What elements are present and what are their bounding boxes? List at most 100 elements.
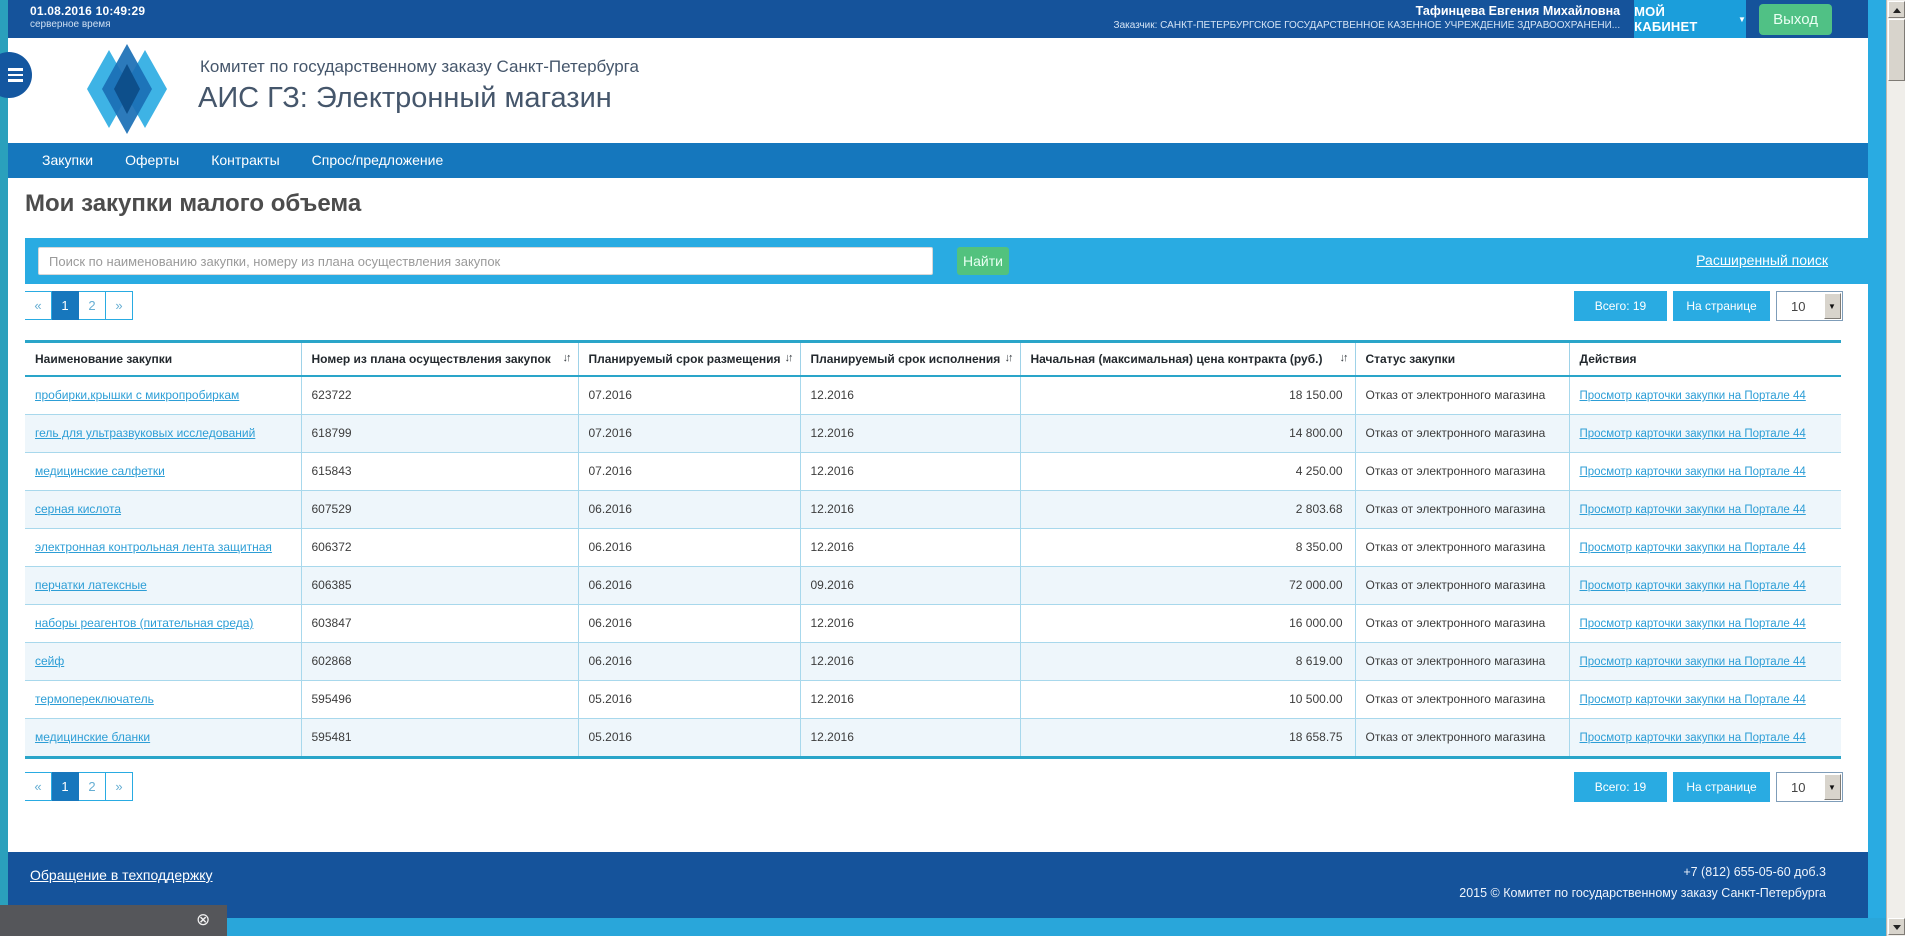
sort-icon[interactable]: ↓↑ <box>1004 352 1014 364</box>
column-header[interactable]: Планируемый срок исполнения ↓↑ <box>800 343 1021 377</box>
purchase-name-link[interactable]: электронная контрольная лента защитная <box>35 540 272 554</box>
page-bottom-accent <box>0 918 1886 936</box>
portal-card-link[interactable]: Просмотр карточки закупки на Портале 44 <box>1579 656 1806 668</box>
sort-icon[interactable]: ↓↑ <box>784 352 794 364</box>
per-page-select[interactable]: 10 ▼ <box>1776 772 1843 802</box>
plan-number-cell: 595496 <box>301 680 579 719</box>
support-link[interactable]: Обращение в техподдержку <box>30 867 213 883</box>
page-button[interactable]: 2 <box>79 291 106 320</box>
close-icon[interactable]: ⊗ <box>196 910 211 929</box>
purchase-name-link[interactable]: термопереключатель <box>35 692 154 706</box>
scrollbar-thumb[interactable] <box>1888 19 1905 81</box>
nav-item[interactable]: Контракты <box>211 152 280 168</box>
total-count-badge: Всего: 19 <box>1574 772 1667 802</box>
purchase-name-link[interactable]: гель для ультразвуковых исследований <box>35 426 256 440</box>
portal-card-link[interactable]: Просмотр карточки закупки на Портале 44 <box>1579 466 1806 478</box>
purchase-name-link[interactable]: серная кислота <box>35 502 122 516</box>
app-logo <box>86 44 168 139</box>
scroll-down-button[interactable] <box>1888 918 1905 935</box>
page-button[interactable]: 1 <box>52 291 79 320</box>
price-cell: 8 350.00 <box>1020 528 1356 567</box>
table-row: сейф 602868 06.2016 12.2016 8 619.00 Отк… <box>25 642 1841 681</box>
execution-date-cell: 09.2016 <box>800 566 1021 605</box>
per-page-value: 10 <box>1791 780 1806 795</box>
plan-number-cell: 602868 <box>301 642 579 681</box>
per-page-select[interactable]: 10 ▼ <box>1776 291 1843 321</box>
purchase-name-link[interactable]: наборы реагентов (питательная среда) <box>35 616 254 630</box>
pagination-top: «1 2» <box>25 291 133 320</box>
sort-icon[interactable]: ↓↑ <box>562 352 572 364</box>
server-time-label: серверное время <box>30 19 111 30</box>
price-cell: 18 150.00 <box>1020 376 1356 415</box>
portal-card-link[interactable]: Просмотр карточки закупки на Портале 44 <box>1579 618 1806 630</box>
nav-item[interactable]: Закупки <box>42 152 94 168</box>
dropdown-arrow-icon[interactable]: ▼ <box>1824 293 1841 319</box>
placement-date-cell: 07.2016 <box>578 414 801 453</box>
column-header[interactable]: Планируемый срок размещения ↓↑ <box>578 343 801 377</box>
status-cell: Отказ от электронного магазина <box>1355 376 1570 415</box>
logout-button[interactable]: Выход <box>1759 3 1832 35</box>
portal-card-link[interactable]: Просмотр карточки закупки на Портале 44 <box>1579 580 1806 592</box>
column-header[interactable]: Статус закупки ↓↑ <box>1355 343 1570 377</box>
advanced-search-link[interactable]: Расширенный поиск <box>1696 252 1828 268</box>
page-title: Мои закупки малого объема <box>25 190 362 217</box>
column-header[interactable]: Номер из плана осуществления закупок ↓↑ <box>301 343 579 377</box>
search-panel: Найти Расширенный поиск <box>25 238 1886 284</box>
vertical-scrollbar[interactable] <box>1886 0 1905 936</box>
placement-date-cell: 05.2016 <box>578 680 801 719</box>
find-button[interactable]: Найти <box>957 247 1009 275</box>
placement-date-cell: 07.2016 <box>578 452 801 491</box>
column-header[interactable]: Действия ↓↑ <box>1569 343 1841 377</box>
plan-number-cell: 606385 <box>301 566 579 605</box>
placement-date-cell: 06.2016 <box>578 604 801 643</box>
execution-date-cell: 12.2016 <box>800 528 1021 567</box>
purchase-name-link[interactable]: перчатки латексные <box>35 578 147 592</box>
browser-notification-bar: ⊗ <box>0 905 227 936</box>
scroll-up-button[interactable] <box>1888 1 1905 18</box>
table-header-row: Наименование закупки ↓↑ Номер из плана о… <box>25 343 1841 377</box>
purchases-table: Наименование закупки ↓↑ Номер из плана о… <box>25 340 1841 759</box>
sort-icon[interactable]: ↓↑ <box>1339 352 1349 364</box>
portal-card-link[interactable]: Просмотр карточки закупки на Портале 44 <box>1579 390 1806 403</box>
my-cabinet-label: МОЙ КАБИНЕТ <box>1634 4 1698 34</box>
nav-item[interactable]: Спрос/предложение <box>311 152 444 168</box>
purchase-name-link[interactable]: медицинские бланки <box>35 730 151 745</box>
portal-card-link[interactable]: Просмотр карточки закупки на Портале 44 <box>1579 694 1806 706</box>
column-header[interactable]: Наименование закупки ↓↑ <box>25 343 302 377</box>
purchase-name-link[interactable]: медицинские салфетки <box>35 464 165 478</box>
portal-card-link[interactable]: Просмотр карточки закупки на Портале 44 <box>1579 732 1806 745</box>
table-row: серная кислота 607529 06.2016 12.2016 2 … <box>25 490 1841 529</box>
footer: Обращение в техподдержку +7 (812) 655-05… <box>8 852 1868 918</box>
page-button[interactable]: 1 <box>52 772 79 801</box>
portal-card-link[interactable]: Просмотр карточки закупки на Портале 44 <box>1579 542 1806 554</box>
page-button[interactable]: « <box>25 772 52 801</box>
placement-date-cell: 06.2016 <box>578 528 801 567</box>
main-nav: Закупки Оферты Контракты Спрос/предложение <box>8 143 1868 178</box>
price-cell: 72 000.00 <box>1020 566 1356 605</box>
page-button[interactable]: « <box>25 291 52 320</box>
plan-number-cell: 603847 <box>301 604 579 643</box>
my-cabinet-button[interactable]: МОЙ КАБИНЕТ ▼ <box>1634 0 1747 38</box>
search-input[interactable] <box>38 247 933 275</box>
price-cell: 2 803.68 <box>1020 490 1356 529</box>
status-cell: Отказ от электронного магазина <box>1355 642 1570 681</box>
dropdown-arrow-icon[interactable]: ▼ <box>1824 774 1841 800</box>
pagination-bottom: «1 2» <box>25 772 133 801</box>
price-cell: 10 500.00 <box>1020 680 1356 719</box>
table-row: электронная контрольная лента защитная 6… <box>25 528 1841 567</box>
column-header[interactable]: Начальная (максимальная) цена контракта … <box>1020 343 1356 377</box>
status-cell: Отказ от электронного магазина <box>1355 452 1570 491</box>
footer-copyright: 2015 © Комитет по государственному заказ… <box>1459 886 1826 900</box>
purchase-name-link[interactable]: пробирки,крышки с микропробиркам <box>35 388 240 403</box>
page-button[interactable]: » <box>106 772 133 801</box>
page-button[interactable]: 2 <box>79 772 106 801</box>
portal-card-link[interactable]: Просмотр карточки закупки на Портале 44 <box>1579 504 1806 516</box>
placement-date-cell: 06.2016 <box>578 490 801 529</box>
total-count-badge: Всего: 19 <box>1574 291 1667 321</box>
page-button[interactable]: » <box>106 291 133 320</box>
arrow-down-icon <box>1893 925 1901 930</box>
arrow-up-icon <box>1893 8 1901 13</box>
nav-item[interactable]: Оферты <box>125 152 180 168</box>
purchase-name-link[interactable]: сейф <box>35 654 65 668</box>
portal-card-link[interactable]: Просмотр карточки закупки на Портале 44 <box>1579 428 1806 440</box>
